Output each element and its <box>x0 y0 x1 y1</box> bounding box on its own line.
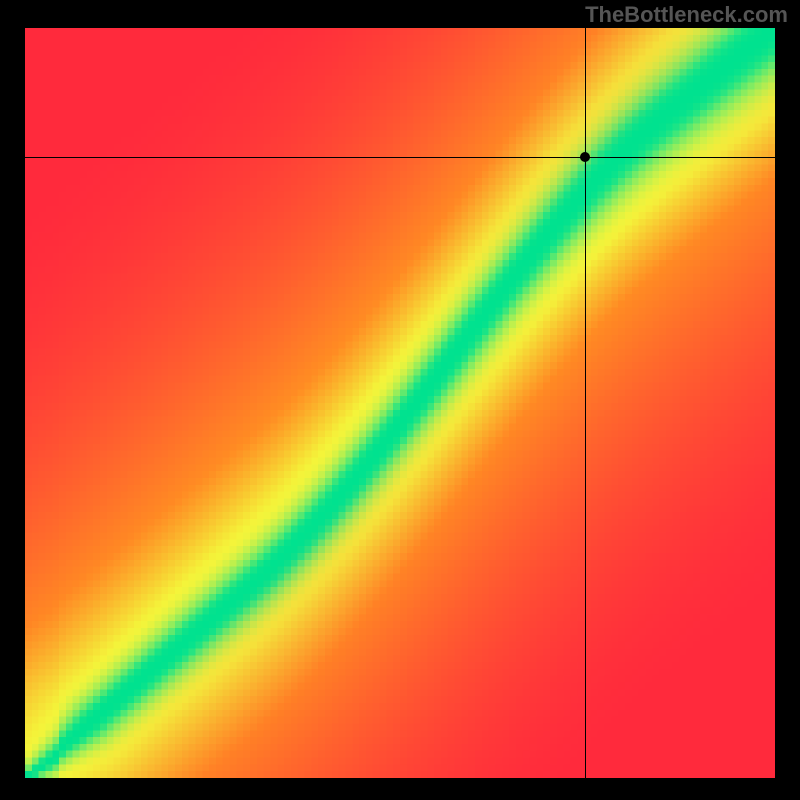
root: TheBottleneck.com <box>0 0 800 800</box>
crosshair-marker <box>580 152 590 162</box>
heatmap-canvas <box>25 28 775 778</box>
heatmap-chart <box>25 28 775 778</box>
attribution-label: TheBottleneck.com <box>585 2 788 28</box>
crosshair-vertical <box>585 28 586 778</box>
crosshair-horizontal <box>25 157 775 158</box>
